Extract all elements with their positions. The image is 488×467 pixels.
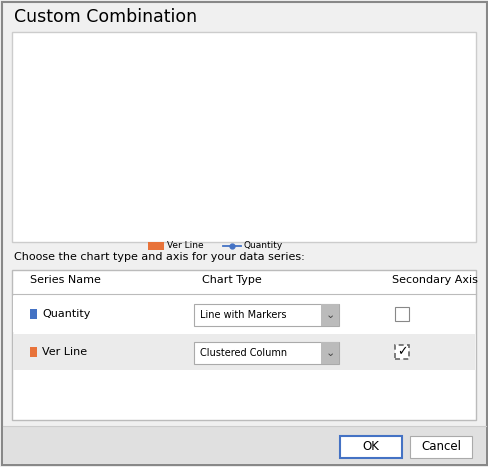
Text: Cancel: Cancel	[420, 440, 460, 453]
Bar	[13, 334, 474, 370]
FancyBboxPatch shape	[339, 436, 401, 458]
Text: Clustered Column: Clustered Column	[200, 348, 286, 358]
Text: ✓: ✓	[396, 346, 407, 359]
Title: Chart Title: Chart Title	[211, 36, 283, 50]
Text: Series Name: Series Name	[30, 275, 101, 285]
FancyBboxPatch shape	[394, 345, 408, 359]
Bar	[61, 82, 79, 220]
Bar	[3, 426, 485, 464]
Bar	[148, 242, 163, 250]
Text: Secondary Axis: Secondary Axis	[391, 275, 477, 285]
Text: Custom Combination: Custom Combination	[14, 8, 197, 26]
Text: Quantity: Quantity	[42, 309, 90, 319]
Text: Ver Line: Ver Line	[42, 347, 87, 357]
FancyBboxPatch shape	[194, 304, 338, 326]
Text: Line with Markers: Line with Markers	[200, 310, 286, 320]
Text: Choose the chart type and axis for your data series:: Choose the chart type and axis for your …	[14, 252, 304, 262]
FancyBboxPatch shape	[194, 342, 338, 364]
Bar	[13, 296, 474, 332]
Text: ⌄: ⌄	[325, 348, 334, 358]
FancyBboxPatch shape	[320, 304, 338, 326]
Text: Ver Line: Ver Line	[167, 241, 203, 250]
FancyBboxPatch shape	[394, 307, 408, 321]
Text: Chart Type: Chart Type	[202, 275, 261, 285]
Text: ⌄: ⌄	[325, 310, 334, 320]
Bar	[30, 347, 37, 357]
FancyBboxPatch shape	[12, 270, 475, 420]
Bar	[30, 309, 37, 319]
FancyBboxPatch shape	[320, 342, 338, 364]
FancyBboxPatch shape	[409, 436, 471, 458]
Text: OK: OK	[362, 440, 379, 453]
FancyBboxPatch shape	[12, 32, 475, 242]
Text: Quantity: Quantity	[244, 241, 283, 250]
